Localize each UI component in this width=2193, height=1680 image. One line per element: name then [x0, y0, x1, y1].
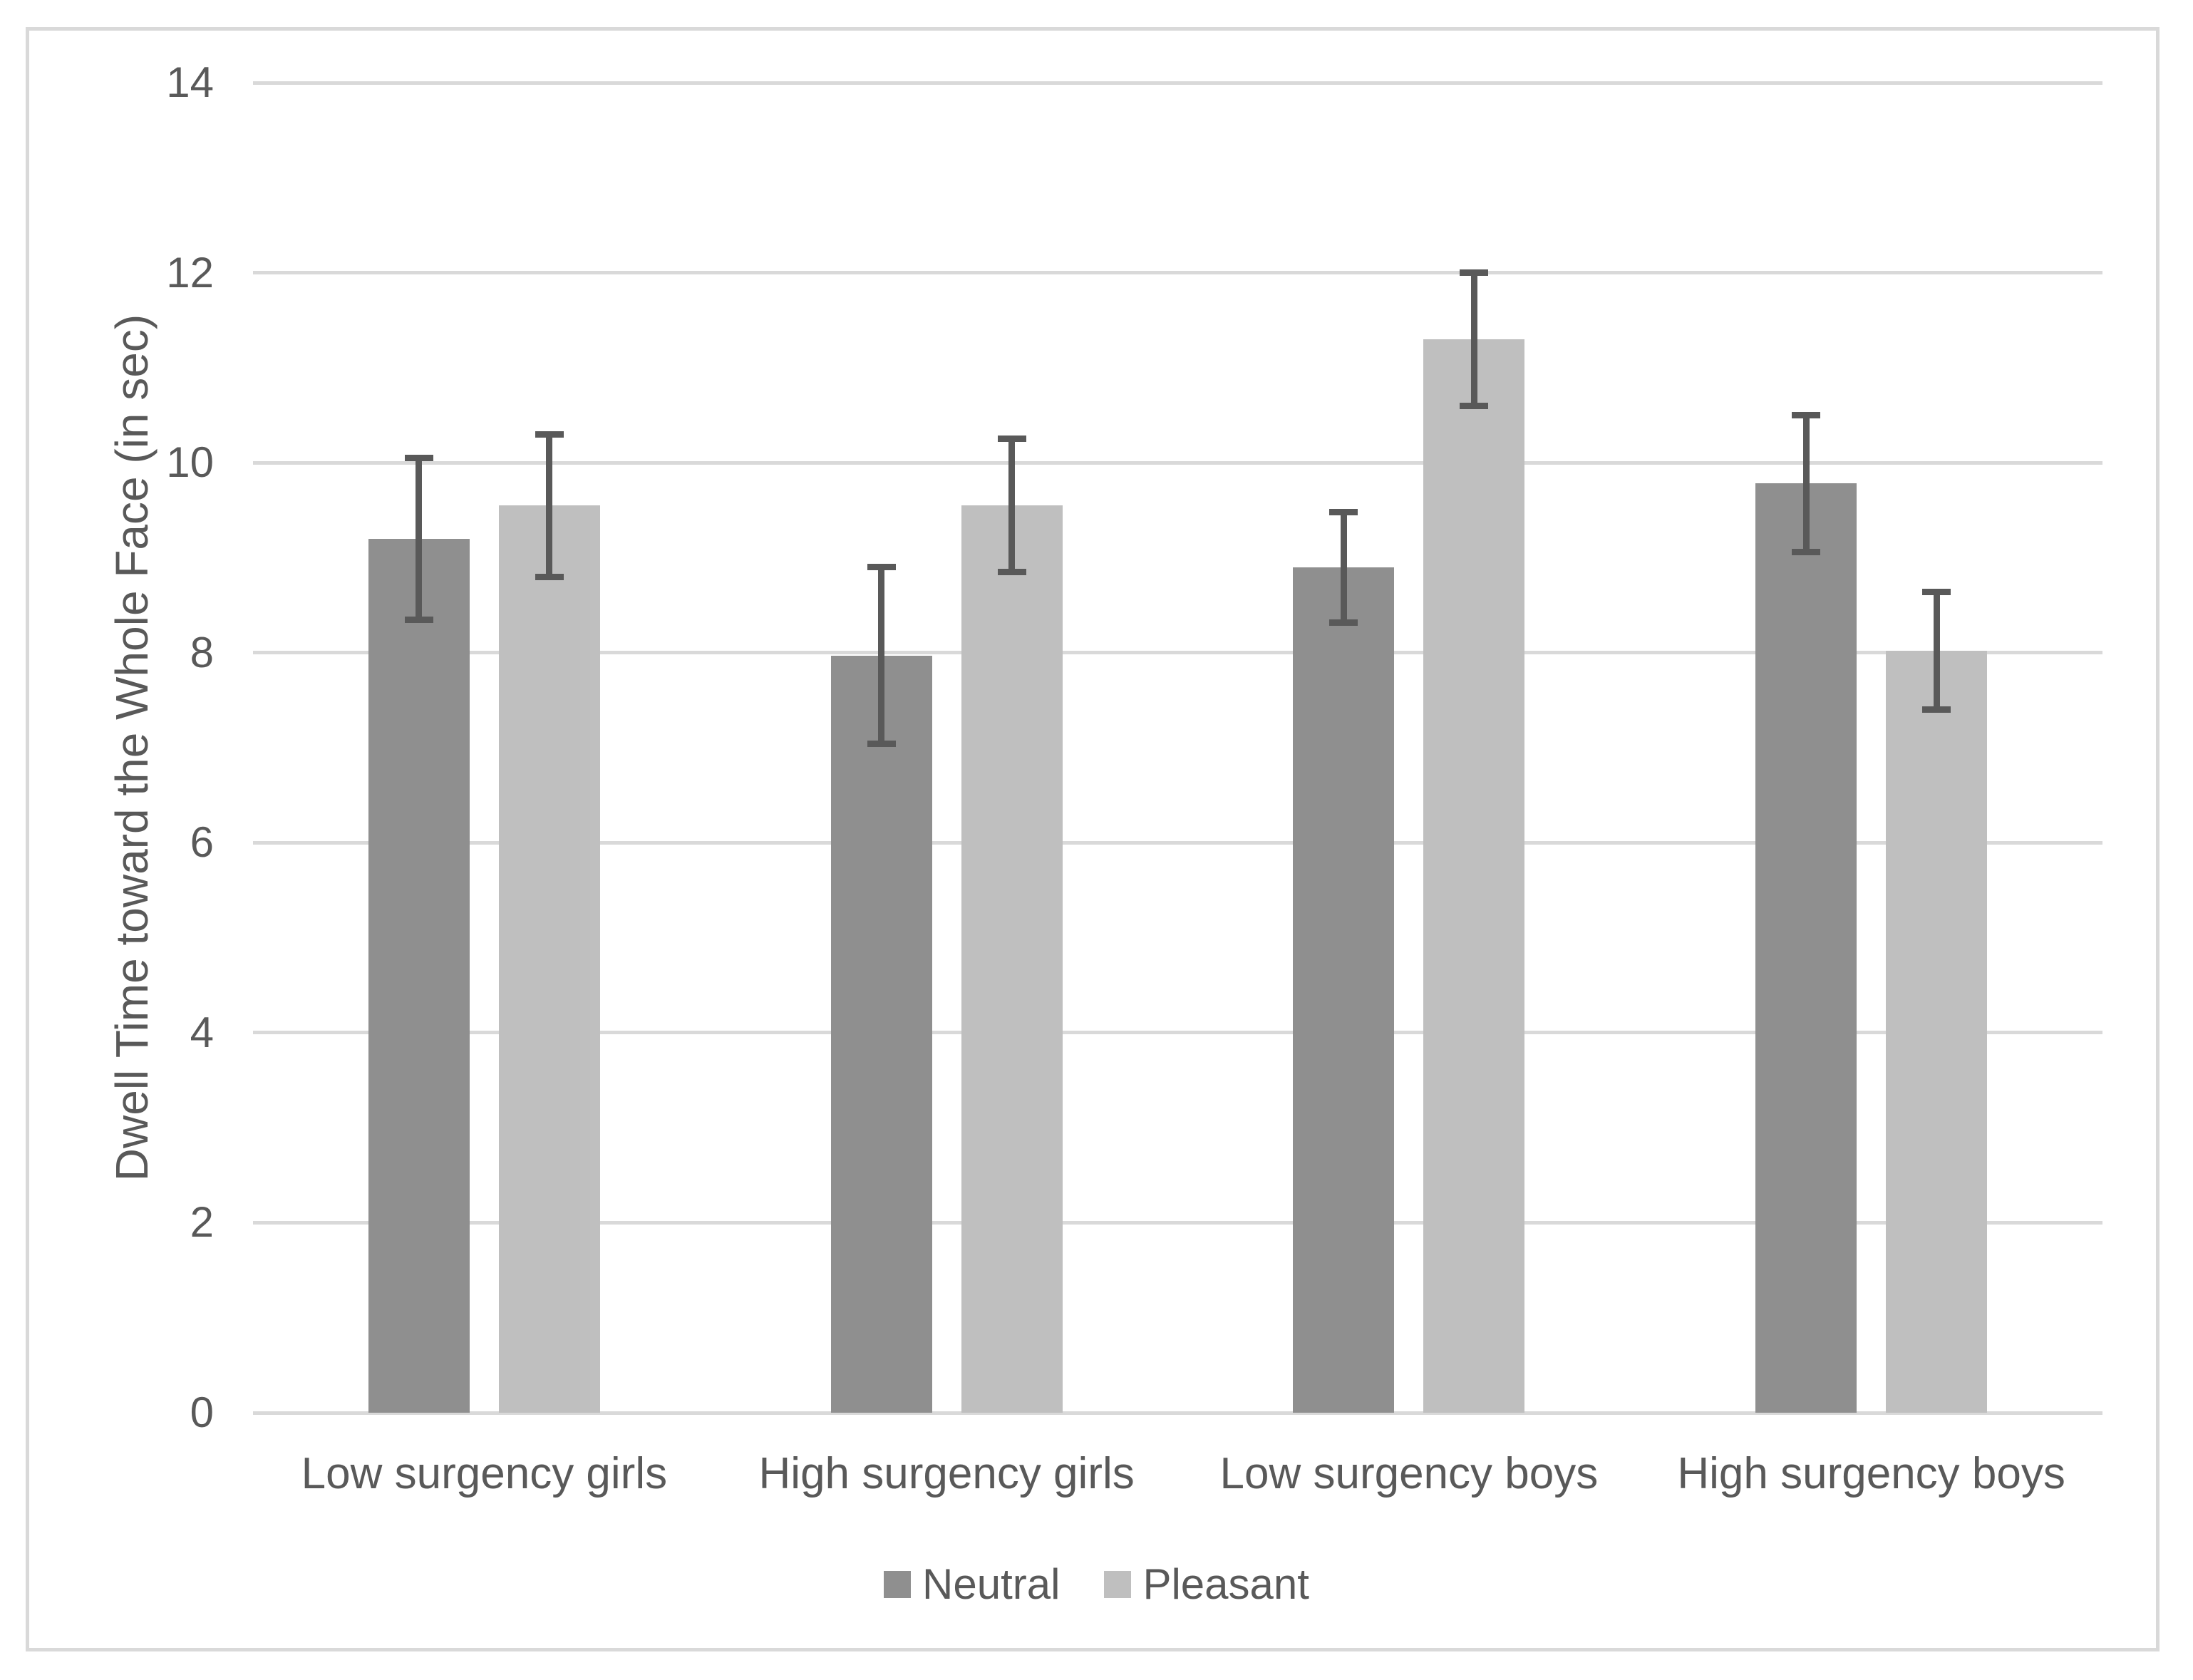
- legend-swatch-pleasant: [1104, 1571, 1132, 1598]
- category-label: Low surgency boys: [1219, 1449, 1599, 1498]
- bar-pleasant-group1: [498, 505, 600, 1413]
- error-bar-cap-bottom: [1922, 706, 1951, 713]
- error-bar-cap-top: [404, 454, 433, 461]
- gridline: [253, 1031, 2102, 1035]
- y-tick-label: 12: [166, 248, 214, 297]
- error-bar-cap-top: [1792, 412, 1821, 418]
- legend-label: Neutral: [922, 1560, 1061, 1608]
- error-bar-cap-bottom: [997, 568, 1026, 575]
- error-bar-stem: [1008, 438, 1016, 572]
- error-bar-cap-top: [997, 436, 1026, 443]
- bar-neutral-group3: [1293, 567, 1395, 1413]
- gridline: [253, 1220, 2102, 1225]
- error-bar-cap-top: [535, 431, 564, 438]
- error-bar-stem: [1802, 415, 1810, 552]
- legend: Neutral Pleasant: [0, 1560, 2193, 1609]
- error-bar-stem: [1470, 272, 1477, 406]
- error-bar-cap-bottom: [1329, 619, 1358, 626]
- error-bar-stem: [1933, 592, 1940, 710]
- y-tick-label: 10: [166, 438, 214, 487]
- bar-pleasant-group2: [961, 505, 1063, 1413]
- y-tick-label: 14: [166, 58, 214, 106]
- bar-neutral-group2: [830, 655, 932, 1413]
- error-bar-stem: [546, 434, 553, 577]
- y-tick-label: 4: [190, 1008, 214, 1056]
- category-label: High surgency girls: [758, 1449, 1135, 1498]
- error-bar-cap-bottom: [404, 616, 433, 623]
- bar-neutral-group1: [368, 538, 470, 1413]
- gridline: [253, 271, 2102, 275]
- bar-neutral-group4: [1755, 483, 1857, 1413]
- error-bar-cap-top: [867, 564, 896, 571]
- legend-label: Pleasant: [1142, 1560, 1309, 1608]
- error-bar-cap-bottom: [1792, 548, 1821, 555]
- error-bar-cap-bottom: [1460, 402, 1489, 409]
- gridline: [253, 840, 2102, 845]
- bar-pleasant-group4: [1886, 651, 1988, 1413]
- error-bar-stem: [416, 458, 423, 620]
- error-bar-stem: [878, 567, 885, 744]
- y-tick-label: 6: [190, 818, 214, 867]
- error-bar-cap-bottom: [867, 741, 896, 748]
- y-tick-label: 2: [190, 1198, 214, 1247]
- error-bar-cap-top: [1922, 588, 1951, 595]
- legend-item-neutral: Neutral: [884, 1560, 1060, 1609]
- error-bar-stem: [1340, 512, 1347, 623]
- error-bar-cap-top: [1329, 508, 1358, 515]
- x-axis-line: [253, 1411, 2102, 1415]
- bar-pleasant-group3: [1423, 339, 1525, 1413]
- y-tick-label: 8: [190, 628, 214, 676]
- gridline: [253, 460, 2102, 465]
- category-label: Low surgency girls: [301, 1449, 668, 1498]
- plot-area: [253, 81, 2102, 1415]
- gridline: [253, 651, 2102, 655]
- error-bar-cap-top: [1460, 269, 1489, 277]
- gridline: [253, 81, 2102, 85]
- legend-item-pleasant: Pleasant: [1104, 1560, 1309, 1609]
- error-bar-cap-bottom: [535, 573, 564, 580]
- category-label: High surgency boys: [1677, 1449, 2065, 1498]
- legend-swatch-neutral: [884, 1571, 912, 1598]
- y-tick-label: 0: [190, 1388, 214, 1436]
